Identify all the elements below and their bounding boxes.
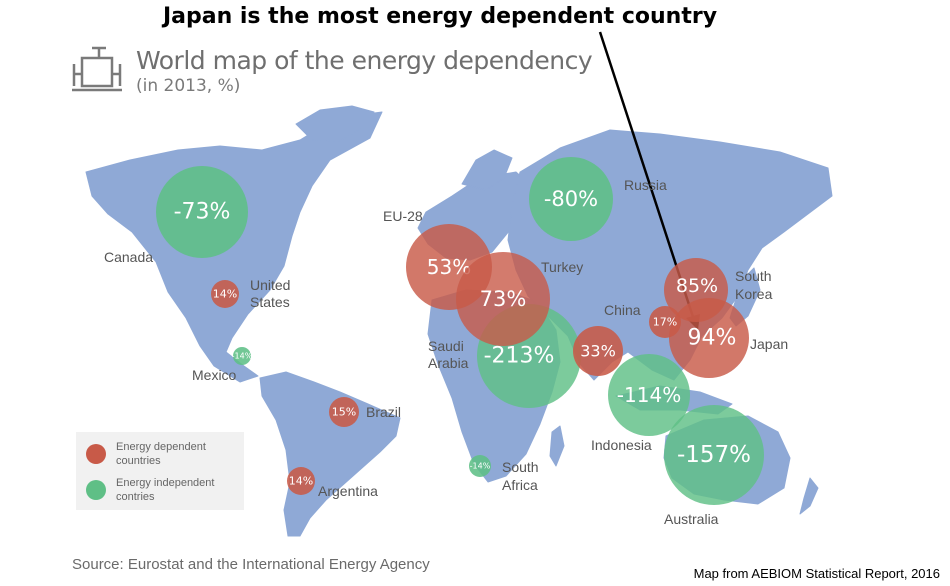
label-eu-28: EU-28 [383,208,423,224]
value-brazil: 15% [332,406,356,419]
land-greenland [295,105,375,143]
bubble-turkey [456,252,550,346]
value-turkey: 73% [480,287,527,311]
bubble-south-africa [469,455,491,477]
value-china: 17% [653,316,677,329]
value-south-africa: -14% [470,462,491,471]
value-india: 33% [580,342,616,361]
value-canada: -73% [174,200,231,225]
value-mexico: -14% [232,352,253,361]
label-korea-line2: Korea [735,286,773,302]
bubble-china [649,306,681,338]
label-indonesia: Indonesia [591,437,652,453]
legend-dot-dependent [86,444,106,464]
label-turkey: Turkey [541,259,583,275]
land-madagascar [549,425,565,467]
legend-dot-independent [86,480,106,500]
credit-note: Map from AEBIOM Statistical Report, 2016 [693,566,940,581]
value-indonesia: -114% [617,383,681,407]
bubble-mexico [233,347,251,365]
bubble-argentina [287,467,315,495]
label-us-line2: States [250,294,290,310]
land-scandinavia [461,149,513,191]
value-australia: -157% [677,442,751,468]
bubbles: -73% 14% -14% 15% 14% 53% -213% 73% -80%… [156,157,764,505]
value-russia: -80% [544,187,598,211]
value-japan: 94% [688,326,737,351]
label-china: China [604,302,641,318]
label-us-line1: United [250,277,290,293]
map-title: World map of the energy dependency [136,46,593,75]
headline: Japan is the most energy dependent count… [162,4,718,29]
bubble-brazil [329,397,359,427]
bubble-united-states [211,280,239,308]
land-south-america [259,371,401,537]
bubble-australia [664,405,764,505]
value-south-korea: 85% [676,275,718,297]
legend: Energy dependent countries Energy indepe… [76,432,244,510]
label-canada: Canada [104,249,153,265]
label-mexico: Mexico [192,367,237,383]
land-new-zealand [799,477,819,515]
pipe-valve-icon [72,46,122,92]
label-australia: Australia [664,511,719,527]
map-subtitle: (in 2013, %) [136,76,241,96]
bubble-indonesia [608,354,690,436]
legend-item-dependent: Energy dependent countries [86,440,226,468]
bubble-russia [529,157,613,241]
bubble-canada [156,166,248,258]
value-argentina: 14% [289,475,313,488]
label-korea-line1: South [735,268,772,284]
label-argentina: Argentina [318,483,378,499]
label-japan: Japan [750,336,788,352]
legend-label-dependent: Energy dependent countries [116,441,206,467]
label-sa-line1: South [502,459,539,475]
land-north-america [85,111,383,383]
value-united-states: 14% [213,288,237,301]
legend-item-independent: Energy independent contries [86,476,226,504]
label-russia: Russia [624,177,667,193]
bubble-india [573,326,623,376]
source-note: Source: Eurostat and the International E… [72,556,430,573]
label-saudi-line1: Saudi [428,338,464,354]
legend-label-independent: Energy independent contries [116,477,215,503]
country-labels: Canada United States Mexico Brazil Argen… [104,177,788,527]
label-saudi-line2: Arabia [428,355,469,371]
label-brazil: Brazil [366,404,401,420]
value-saudi-arabia: -213% [484,344,555,369]
label-sa-line2: Africa [502,477,538,493]
bubble-japan [669,298,749,378]
